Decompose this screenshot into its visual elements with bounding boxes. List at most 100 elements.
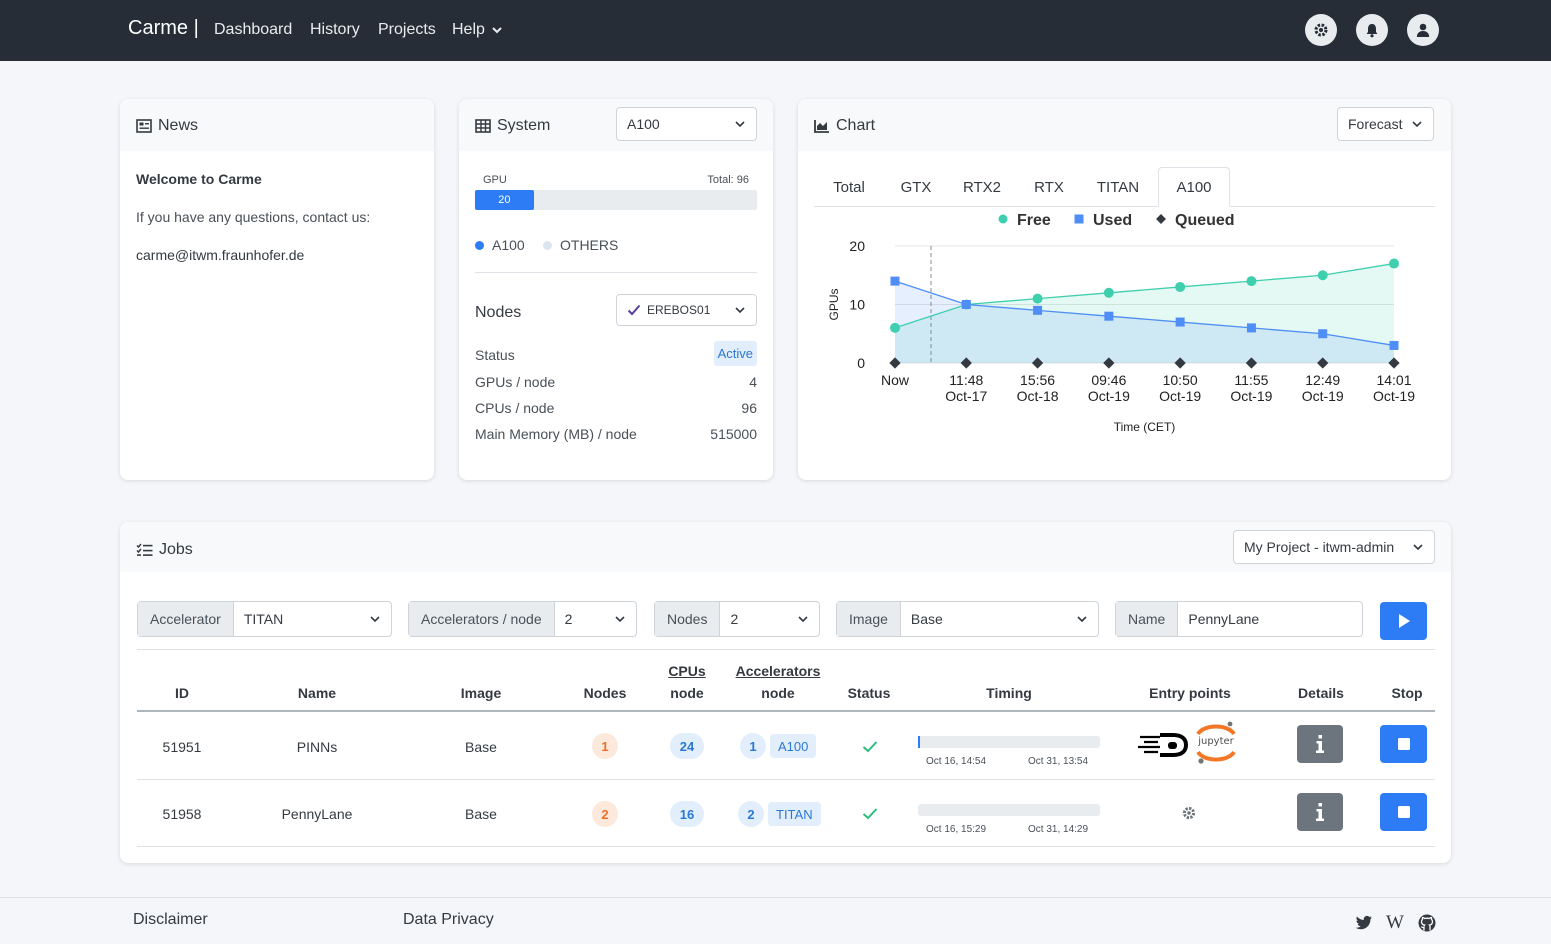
nav-history[interactable]: History: [310, 21, 360, 38]
x-tick-label: 12:49: [1305, 372, 1340, 388]
gpus-per-node-label: GPUs / node: [475, 374, 556, 390]
node-select[interactable]: EREBOS01: [616, 294, 757, 326]
settings-button[interactable]: [1305, 14, 1337, 46]
tab-gtx[interactable]: GTX: [900, 178, 932, 196]
nodes-filter[interactable]: Nodes 2: [654, 601, 820, 637]
jobs-card: Jobs My Project - itwm-admin Accelerator…: [120, 522, 1451, 863]
brand-logo[interactable]: Carme |: [128, 17, 199, 39]
navbar: Carme | Dashboard History Projects Help: [0, 0, 1551, 61]
legend-a100-label: A100: [492, 237, 525, 253]
jupyter-entry-point[interactable]: jupyter: [1194, 720, 1238, 766]
tab-rtx2[interactable]: RTX2: [962, 178, 1002, 196]
job-details-button[interactable]: [1297, 793, 1343, 831]
system-accelerator-select[interactable]: A100: [616, 107, 757, 141]
table-header-border: [137, 710, 1435, 712]
job-stop-button[interactable]: [1380, 793, 1427, 831]
name-filter[interactable]: Name PennyLane: [1115, 601, 1363, 637]
col-status: Status: [847, 685, 891, 701]
node-select-value: EREBOS01: [647, 303, 711, 317]
free-point: [1246, 276, 1257, 287]
chevron-down-icon: [1413, 544, 1423, 551]
col-name: Name: [297, 685, 337, 701]
job-cpus: 16: [670, 801, 704, 827]
col-cpus: CPUs: [668, 663, 706, 679]
jupyter-logo-icon: [1196, 721, 1236, 764]
job-details-button[interactable]: [1297, 725, 1343, 763]
x-tick-sublabel: Oct-19: [1088, 388, 1130, 404]
col-accelerators: Accelerators: [735, 663, 821, 679]
nav-help[interactable]: Help: [452, 21, 503, 39]
image-filter[interactable]: Image Base: [836, 601, 1099, 637]
free-line: [894, 262, 1395, 329]
nav-projects[interactable]: Projects: [378, 21, 436, 38]
col-cpus-sub: node: [670, 685, 704, 701]
github-icon[interactable]: [1418, 914, 1436, 932]
job-accelerators: 2: [738, 801, 764, 827]
used-point: [1033, 305, 1043, 315]
row-divider: [137, 779, 1435, 780]
free-point: [1389, 258, 1399, 269]
nav-dashboard[interactable]: Dashboard: [214, 21, 293, 38]
memory-per-node-label: Main Memory (MB) / node: [475, 426, 637, 442]
contact-email-link[interactable]: carme@itwm.fraunhofer.de: [136, 247, 305, 263]
area-chart-icon: [814, 120, 829, 133]
gpu-usage-fill: 20: [475, 190, 534, 210]
wikipedia-icon[interactable]: W: [1386, 912, 1404, 933]
accelerator-filter-value[interactable]: TITAN: [234, 602, 391, 636]
job-accelerators: 1: [740, 733, 766, 759]
chevron-down-icon: [1077, 616, 1087, 623]
legend-used-marker: [1074, 214, 1084, 224]
system-title-text: System: [497, 117, 551, 134]
y-tick-label: 10: [849, 297, 865, 313]
data-privacy-link[interactable]: Data Privacy: [403, 911, 494, 928]
y-axis-label: GPUs: [827, 288, 841, 320]
twitter-icon[interactable]: [1355, 915, 1373, 931]
speed-entry-point[interactable]: [1138, 732, 1189, 763]
used-point: [1175, 317, 1185, 327]
news-heading: Welcome to Carme: [136, 171, 262, 187]
list-check-icon: [136, 543, 153, 556]
x-tick-sublabel: Oct-17: [945, 388, 987, 404]
x-tick-label: 09:46: [1091, 372, 1126, 388]
image-filter-value[interactable]: Base: [901, 602, 1098, 636]
accelerators-per-node-value[interactable]: 2: [555, 602, 636, 636]
chart-mode-select[interactable]: Forecast: [1337, 107, 1434, 141]
stop-icon: [1397, 738, 1410, 750]
table-icon: [475, 119, 491, 133]
start-job-button[interactable]: [1380, 602, 1427, 640]
job-timing-fill: [918, 736, 920, 748]
gear-icon: [1182, 806, 1196, 820]
tab-total[interactable]: Total: [833, 178, 865, 196]
tab-titan[interactable]: TITAN: [1096, 178, 1140, 196]
disclaimer-link[interactable]: Disclaimer: [133, 911, 208, 928]
project-select[interactable]: My Project - itwm-admin: [1233, 530, 1435, 564]
status-badge: Active: [713, 341, 757, 366]
nodes-filter-value[interactable]: 2: [720, 602, 819, 636]
gpus-per-node-value: 4: [749, 374, 757, 390]
accelerator-filter-label: Accelerator: [138, 602, 234, 636]
job-stop-button[interactable]: [1380, 725, 1427, 763]
col-image: Image: [460, 685, 502, 701]
job-timing-bar: [918, 804, 1100, 816]
name-input[interactable]: PennyLane: [1188, 611, 1260, 627]
accelerators-per-node-filter[interactable]: Accelerators / node 2: [408, 601, 637, 637]
job-end-time: Oct 31, 13:54: [1028, 756, 1089, 767]
accelerator-filter[interactable]: Accelerator TITAN: [137, 601, 392, 637]
job-id: 51951: [162, 739, 202, 755]
legend-others-label: OTHERS: [560, 237, 619, 253]
user-menu-button[interactable]: [1407, 14, 1439, 46]
tab-a100[interactable]: A100: [1158, 167, 1230, 207]
notifications-button[interactable]: [1356, 14, 1388, 46]
job-image: Base: [465, 739, 497, 755]
used-point: [1389, 340, 1399, 350]
legend-dot-others: [543, 240, 552, 250]
tab-rtx[interactable]: RTX: [1034, 178, 1064, 196]
used-area: [895, 281, 1394, 363]
col-nodes: Nodes: [583, 685, 627, 701]
legend-dot-a100: [475, 240, 484, 250]
jobs-title-text: Jobs: [159, 541, 193, 558]
used-point: [1318, 329, 1328, 339]
check-icon: [627, 304, 641, 316]
memory-per-node-value: 515000: [710, 426, 757, 442]
